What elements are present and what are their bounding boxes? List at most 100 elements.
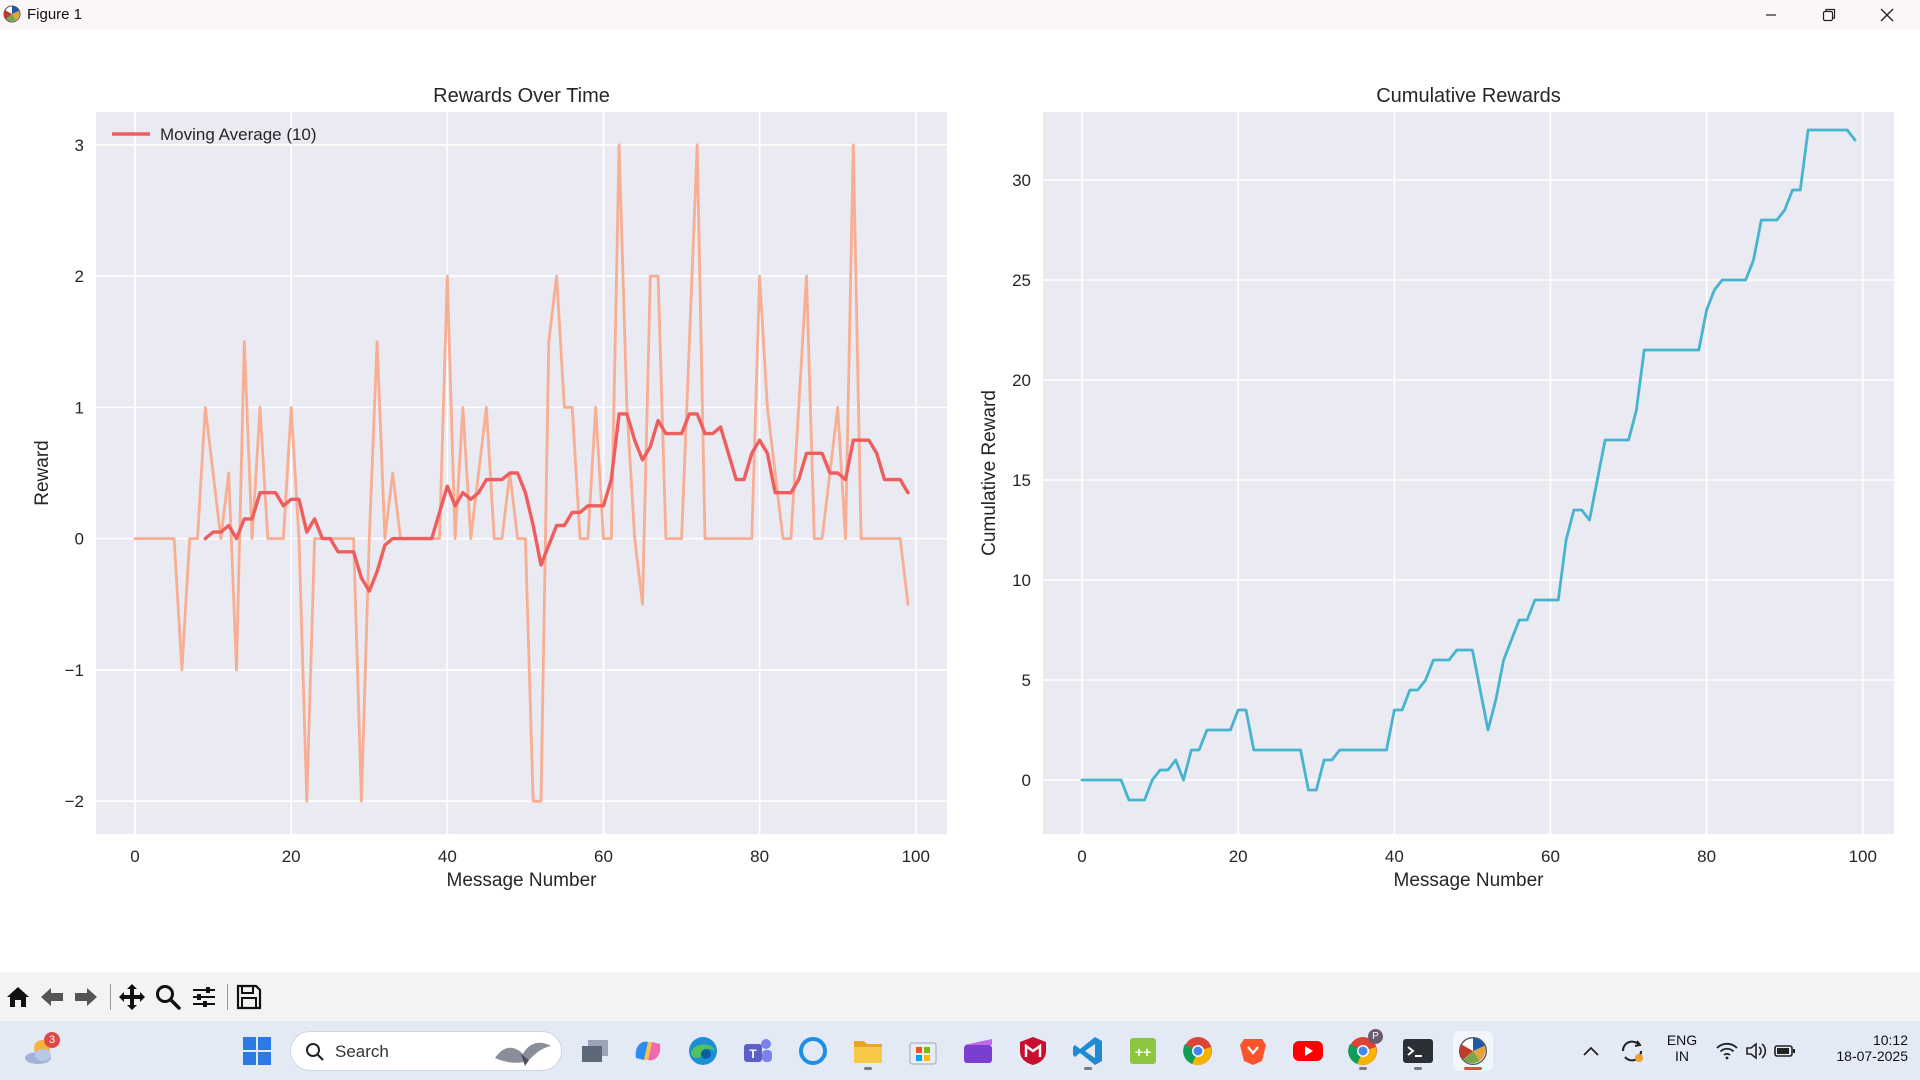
y-tick-label: −2 (65, 792, 84, 811)
taskbar-edge[interactable] (683, 1031, 723, 1071)
language-code: ENG (1666, 1032, 1698, 1048)
input-language[interactable]: ENG IN (1658, 1032, 1706, 1064)
close-icon[interactable] (1858, 0, 1916, 29)
taskbar-file-explorer[interactable] (848, 1031, 888, 1071)
search-highlight-bird-icon (495, 1042, 551, 1066)
y-tick-label: 15 (1012, 471, 1031, 490)
x-tick-label: 80 (1697, 847, 1716, 866)
taskbar-search-box[interactable]: Search (290, 1031, 562, 1071)
x-tick-label: 40 (1385, 847, 1404, 866)
series-line-cumulative-reward (1080, 128, 1857, 802)
y-tick-label: −1 (65, 661, 84, 680)
taskbar-teams[interactable]: T (738, 1031, 778, 1071)
y-tick-label: 20 (1012, 371, 1031, 390)
language-region: IN (1675, 1048, 1689, 1064)
search-placeholder: Search (335, 1042, 389, 1061)
clock-time: 10:12 (1872, 1032, 1908, 1048)
toolbar-separator (227, 984, 228, 1010)
plot-area (96, 112, 947, 834)
windows-logo-icon (243, 1037, 271, 1065)
start-button[interactable] (237, 1031, 277, 1071)
weather-badge: 3 (44, 1032, 60, 1048)
volume-icon[interactable] (1741, 1031, 1771, 1071)
chart-1: 0 20 40 60 80 100 −2 −1 0 1 2 3 Rewards Over Time Mes… (32, 85, 947, 891)
plot-area (1043, 112, 1894, 834)
y-tick-label: 3 (75, 136, 84, 155)
battery-icon[interactable] (1770, 1031, 1800, 1071)
series-line-reward (133, 143, 910, 803)
x-tick-label: 20 (282, 847, 301, 866)
y-tick-label: 25 (1012, 271, 1031, 290)
x-tick-label: 0 (1077, 847, 1086, 866)
home-icon[interactable] (3, 982, 33, 1012)
running-indicator (1359, 1067, 1367, 1070)
navigation-toolbar (0, 972, 1920, 1021)
taskbar-microsoft-store[interactable] (903, 1031, 943, 1071)
taskbar-matplotlib[interactable] (1453, 1031, 1493, 1071)
x-tick-label: 100 (1849, 847, 1877, 866)
x-tick-label: 40 (438, 847, 457, 866)
clock-date: 18-07-2025 (1836, 1048, 1908, 1064)
taskbar-chrome-profile[interactable]: P (1343, 1029, 1383, 1071)
legend-label: Moving Average (10) (160, 125, 317, 144)
y-tick-label: 30 (1012, 171, 1031, 190)
active-indicator (1464, 1067, 1482, 1070)
toolbar-separator (110, 984, 111, 1010)
back-icon[interactable] (37, 982, 67, 1012)
zoom-icon[interactable] (153, 982, 183, 1012)
matplotlib-app-icon (3, 5, 21, 23)
svg-text:T: T (749, 1047, 757, 1061)
y-tick-label: 0 (75, 530, 84, 549)
x-tick-label: 60 (1541, 847, 1560, 866)
taskbar-task-view[interactable] (575, 1031, 615, 1071)
show-hidden-icons-chevron-up-icon[interactable] (1573, 1031, 1609, 1071)
y-tick-label: 10 (1012, 571, 1031, 590)
minimize-icon[interactable] (1742, 0, 1800, 29)
x-axis-label: Message Number (447, 870, 598, 891)
restore-icon[interactable] (1800, 0, 1858, 29)
window-titlebar: Figure 1 (0, 0, 1920, 29)
save-icon[interactable] (234, 982, 264, 1012)
running-indicator (1414, 1067, 1422, 1070)
taskbar-terminal[interactable] (1398, 1031, 1438, 1071)
taskbar-cortana[interactable] (793, 1031, 833, 1071)
clock[interactable]: 10:12 18-07-2025 (1808, 1032, 1908, 1064)
taskbar-youtube[interactable] (1288, 1031, 1328, 1071)
taskbar-mcafee[interactable] (1013, 1031, 1053, 1071)
chart-title: Rewards Over Time (433, 85, 610, 107)
taskbar-vscode[interactable] (1068, 1031, 1108, 1071)
taskbar-chrome[interactable] (1178, 1031, 1218, 1071)
chart-2: 0 20 40 60 80 100 0 5 10 15 20 25 30 Cumulative Rewar… (979, 85, 1894, 891)
pan-icon[interactable] (117, 982, 147, 1012)
taskbar-brave[interactable] (1233, 1031, 1273, 1071)
y-tick-label: 1 (75, 398, 84, 417)
x-axis-label: Message Number (1394, 870, 1545, 891)
y-axis-label: Reward (32, 440, 53, 505)
profile-badge: P (1368, 1029, 1383, 1044)
taskbar-clipchamp[interactable] (958, 1031, 998, 1071)
x-tick-label: 80 (750, 847, 769, 866)
taskbar-notepad-plus[interactable]: ++ (1123, 1031, 1163, 1071)
weather-widget[interactable]: 3 (20, 1031, 60, 1071)
y-axis-label: Cumulative Reward (979, 390, 1000, 556)
x-tick-label: 0 (130, 847, 139, 866)
svg-text:++: ++ (1135, 1044, 1151, 1060)
configure-subplots-icon[interactable] (189, 982, 219, 1012)
y-tick-label: 0 (1022, 771, 1031, 790)
chart-title: Cumulative Rewards (1376, 85, 1561, 107)
windows-taskbar: 3 Search T (0, 1021, 1920, 1080)
sync-icon[interactable] (1614, 1031, 1650, 1071)
running-indicator (864, 1067, 872, 1070)
search-icon (306, 1043, 324, 1061)
y-tick-label: 2 (75, 267, 84, 286)
window-title: Figure 1 (27, 6, 83, 23)
taskbar-copilot[interactable] (628, 1031, 668, 1071)
x-tick-label: 100 (902, 847, 930, 866)
forward-icon[interactable] (71, 982, 101, 1012)
running-indicator (1084, 1067, 1092, 1070)
y-tick-label: 5 (1022, 671, 1031, 690)
x-tick-label: 20 (1229, 847, 1248, 866)
figure-canvas: 0 20 40 60 80 100 −2 −1 0 1 2 3 Rewards Over Time Mes… (0, 29, 1920, 972)
wifi-icon[interactable] (1712, 1031, 1742, 1071)
